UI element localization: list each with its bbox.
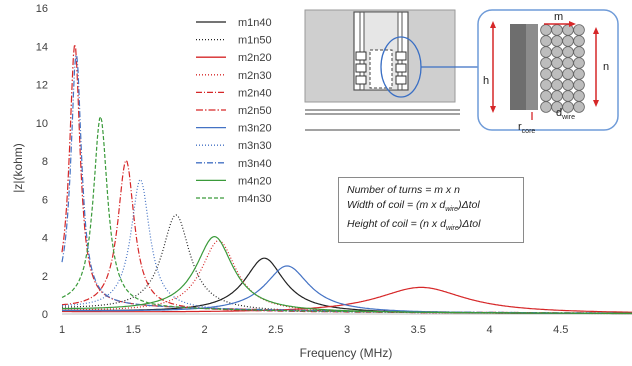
wire-turn	[540, 57, 552, 69]
formula-height: Height of coil = (n x dwire)Δtol	[347, 218, 481, 233]
y-tick-label: 12	[36, 80, 48, 92]
y-tick-label: 16	[36, 3, 48, 15]
x-tick-label: 1.5	[126, 324, 141, 336]
wire-turn	[573, 68, 585, 80]
wire-turn	[562, 46, 574, 58]
x-tick-label: 2.5	[268, 324, 283, 336]
label-h: h	[483, 75, 489, 87]
chart-series	[61, 44, 632, 315]
wire-turn	[562, 35, 574, 47]
formula-turns: Number of turns = m x n	[347, 184, 460, 196]
wire-turn	[540, 79, 552, 91]
wire-turn	[551, 35, 563, 47]
series-line-m4n30	[61, 115, 632, 314]
y-tick-label: 2	[42, 271, 48, 283]
x-axis-label: Frequency (MHz)	[300, 346, 393, 360]
wire-turn	[540, 101, 552, 113]
wire-turn	[573, 24, 585, 36]
legend-label-m3n30: m3n30	[238, 140, 272, 152]
x-tick-label: 2	[201, 324, 207, 336]
wire-turn	[562, 68, 574, 80]
series-line-m4n20	[62, 235, 632, 314]
wire-turn	[551, 68, 563, 80]
legend-label-m4n20: m4n20	[238, 175, 272, 187]
legend-label-m2n30: m2n30	[238, 70, 272, 82]
wire-turn	[573, 46, 585, 58]
wire-turn	[573, 57, 585, 69]
legend-label-m2n40: m2n40	[238, 87, 272, 99]
wire-turn	[562, 79, 574, 91]
y-tick-label: 10	[36, 118, 48, 130]
y-tick-label: 6	[42, 194, 48, 206]
wire-turn	[551, 90, 563, 102]
series-line-m2n20	[62, 286, 632, 313]
legend-label-m3n20: m3n20	[238, 123, 272, 135]
cross-section-panel	[304, 9, 460, 131]
series-line-m3n20	[62, 265, 632, 315]
wire-turn	[562, 90, 574, 102]
wire-turn	[540, 24, 552, 36]
x-tick-label: 3.5	[411, 324, 426, 336]
legend-label-m1n50: m1n50	[238, 35, 272, 47]
wire-turn	[551, 57, 563, 69]
wire-turn	[540, 68, 552, 80]
wire-turn	[551, 46, 563, 58]
y-tick-label: 0	[42, 309, 48, 321]
x-tick-label: 1	[59, 324, 65, 336]
wire-turn	[562, 57, 574, 69]
wire-turn	[540, 46, 552, 58]
label-dwire: dwire	[556, 107, 575, 121]
wire-turn	[573, 35, 585, 47]
x-tick-label: 4.5	[553, 324, 568, 336]
coil-cross-section-inset: m n h dwire rcore	[304, 9, 619, 135]
wire-turn	[551, 24, 563, 36]
y-tick-label: 8	[42, 156, 48, 168]
chart-axes: 0 2 4 6 8 10 12 14 16 1 1.5 2 2.5 3 3.5 4 4.5	[36, 3, 632, 336]
label-n: n	[603, 61, 609, 73]
formula-box: Number of turns = m x n Width of coil = …	[338, 177, 524, 243]
wire-turn	[540, 35, 552, 47]
legend-label-m1n40: m1n40	[238, 17, 272, 29]
wire-turn	[573, 101, 585, 113]
coil-detail-panel: m n h dwire rcore	[477, 9, 619, 135]
legend-label-m2n50: m2n50	[238, 105, 272, 117]
wire-turn	[562, 24, 574, 36]
x-tick-label: 4	[486, 324, 492, 336]
wire-turn	[573, 79, 585, 91]
formula-width: Width of coil = (m x dwire)Δtol	[347, 199, 480, 214]
legend-label-m3n40: m3n40	[238, 158, 272, 170]
legend-label-m2n20: m2n20	[238, 52, 272, 64]
series-line-m1n50	[62, 214, 632, 314]
wire-turn	[540, 90, 552, 102]
wire-turn	[562, 101, 574, 113]
y-tick-label: 14	[36, 41, 48, 53]
chart-legend: m1n40 m1n50 m2n20 m2n30 m2n40 m2n50 m3n20 m3n30…	[196, 17, 272, 205]
legend-label-m4n30: m4n30	[238, 193, 272, 205]
y-tick-label: 4	[42, 233, 48, 245]
wire-turn	[573, 90, 585, 102]
label-rcore: rcore	[518, 121, 535, 135]
label-m: m	[554, 11, 563, 23]
x-tick-label: 3	[344, 324, 350, 336]
wire-turn	[551, 79, 563, 91]
wire-turns	[540, 24, 585, 113]
y-axis-label: |z|(kohm)	[11, 143, 25, 193]
